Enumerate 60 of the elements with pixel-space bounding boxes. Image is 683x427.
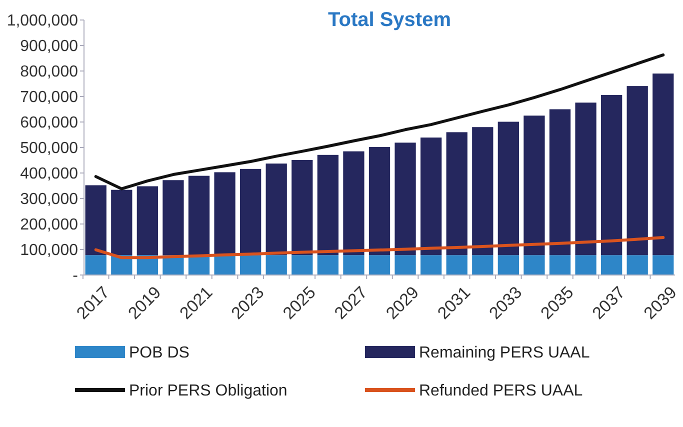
legend-label: Refunded PERS UAAL	[419, 382, 583, 400]
bar	[240, 168, 262, 256]
bar	[600, 94, 622, 256]
y-tick-label: 900,000	[20, 38, 78, 56]
bar	[368, 255, 390, 275]
bar	[240, 255, 262, 275]
bar	[626, 86, 648, 256]
y-tick-label: 700,000	[20, 89, 78, 106]
bar	[292, 255, 313, 275]
bar	[420, 138, 442, 256]
bar	[498, 255, 519, 275]
bar	[575, 102, 596, 256]
y-tick-label: 600,000	[20, 114, 78, 132]
bar	[214, 172, 236, 256]
line-series	[94, 236, 665, 260]
y-tick-label: 400,000	[20, 166, 78, 183]
bar	[420, 255, 442, 275]
bar	[317, 154, 338, 256]
bar	[524, 255, 545, 275]
bar	[85, 185, 106, 256]
bar	[162, 180, 184, 256]
bar	[600, 255, 622, 275]
bar	[85, 255, 106, 275]
bar	[317, 255, 338, 275]
bar	[652, 74, 674, 256]
bar	[292, 160, 313, 256]
bar	[266, 164, 287, 256]
bar	[524, 116, 545, 256]
line-series	[94, 53, 665, 190]
bar	[472, 127, 494, 256]
bar	[394, 255, 416, 275]
y-tick-label: 500,000	[20, 140, 78, 158]
legend-label: Prior PERS Obligation	[129, 382, 288, 400]
bar	[343, 255, 364, 275]
y-tick-label: 100,000	[20, 242, 78, 260]
y-tick-label: 200,000	[20, 216, 78, 234]
bar	[136, 186, 158, 256]
y-tick-label: 1,000,000	[6, 12, 78, 30]
bar	[394, 142, 416, 256]
bar	[575, 255, 596, 275]
bar	[446, 255, 468, 275]
bar	[626, 255, 648, 275]
bar	[343, 151, 364, 256]
bar	[472, 255, 494, 275]
bar	[368, 146, 390, 256]
bar	[652, 255, 674, 275]
bar	[111, 190, 132, 256]
bar	[549, 109, 571, 256]
chart-title: Total System	[328, 9, 451, 31]
bar	[266, 255, 287, 275]
y-tick-label: 300,000	[20, 191, 78, 208]
legend-label: Remaining PERS UAAL	[419, 344, 590, 362]
legend-label: POB DS	[129, 344, 190, 362]
bar	[498, 122, 519, 256]
bar	[549, 255, 571, 275]
y-tick-label: -	[72, 268, 78, 285]
y-tick-label: 800,000	[20, 64, 78, 81]
bar	[188, 176, 210, 256]
bar	[446, 132, 468, 256]
bar	[214, 255, 236, 275]
